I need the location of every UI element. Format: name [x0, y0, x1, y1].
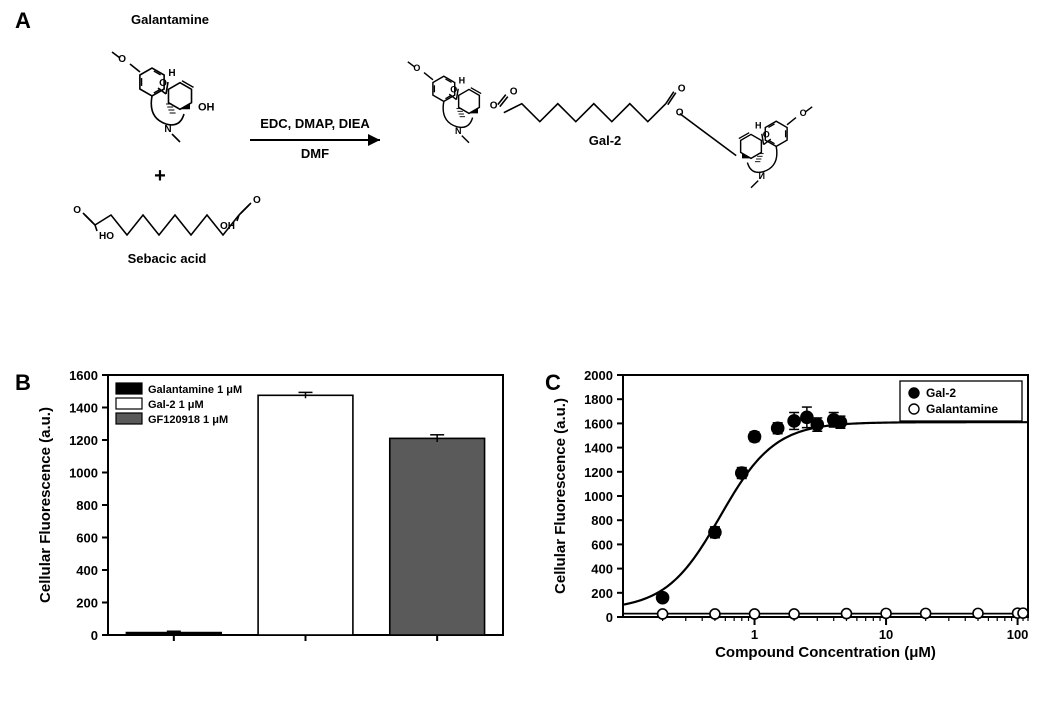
galantamine-point	[658, 609, 668, 619]
svg-text:O: O	[678, 84, 686, 95]
galantamine-point	[1018, 608, 1028, 618]
bar-chart-svg: 0 200 400 600 800 1000 1200 1400 1600 Cellular Fl…	[30, 365, 515, 665]
svg-text:Cellular Fluorescence (a.u.): Cellular Fluorescence (a.u.)	[552, 398, 569, 594]
legend: Gal-2 Galantamine	[900, 381, 1022, 421]
svg-text:EDC, DMAP, DIEA: EDC, DMAP, DIEA	[260, 116, 370, 131]
svg-text:O: O	[676, 108, 684, 119]
svg-text:O: O	[763, 129, 770, 139]
gal2-point	[801, 411, 813, 423]
galantamine-point	[841, 609, 851, 619]
svg-text:0: 0	[91, 628, 98, 643]
svg-text:O: O	[73, 205, 81, 216]
svg-text:1600: 1600	[584, 416, 613, 431]
svg-text:Galantamine 1 μM: Galantamine 1 μM	[148, 384, 242, 396]
galantamine-point	[710, 609, 720, 619]
svg-text:O: O	[413, 63, 420, 73]
galantamine-point	[921, 608, 931, 618]
svg-text:N: N	[455, 126, 462, 136]
svg-text:O: O	[118, 54, 126, 65]
svg-text:800: 800	[591, 513, 613, 528]
gal2-point	[709, 526, 721, 538]
svg-text:Cellular Fluorescence (a.u.): Cellular Fluorescence (a.u.)	[37, 407, 54, 603]
svg-text:1200: 1200	[584, 465, 613, 480]
svg-text:OH: OH	[198, 101, 215, 113]
svg-text:800: 800	[76, 498, 98, 513]
svg-text:1: 1	[751, 627, 758, 642]
svg-text:+: +	[154, 165, 166, 187]
gal2-point	[749, 431, 761, 443]
svg-text:H: H	[755, 120, 762, 130]
svg-text:H: H	[459, 75, 466, 85]
svg-text:OH: OH	[220, 221, 235, 232]
galantamine-point	[973, 608, 983, 618]
gal2-point	[657, 592, 669, 604]
svg-text:O: O	[159, 78, 167, 89]
panel-label-B: B	[15, 370, 31, 396]
dose-response-chart: 0 200 400 600 800 1000 1200 1400 1600 1800 2000 Cel…	[545, 365, 1040, 665]
panel-label-A: A	[15, 8, 31, 34]
svg-text:Gal-2 1 μM: Gal-2 1 μM	[148, 399, 204, 411]
svg-text:600: 600	[591, 537, 613, 552]
gal2-point	[834, 416, 846, 428]
svg-text:1200: 1200	[69, 433, 98, 448]
svg-text:1400: 1400	[584, 441, 613, 456]
svg-text:DMF: DMF	[301, 146, 329, 161]
svg-text:200: 200	[591, 586, 613, 601]
svg-text:Galantamine: Galantamine	[926, 402, 998, 416]
svg-text:O: O	[490, 101, 498, 112]
bar-chart: 0 200 400 600 800 1000 1200 1400 1600 Cellular Fl…	[30, 365, 515, 665]
svg-text:200: 200	[76, 596, 98, 611]
svg-text:600: 600	[76, 531, 98, 546]
svg-text:1000: 1000	[69, 466, 98, 481]
svg-text:0: 0	[606, 610, 613, 625]
svg-text:O: O	[510, 87, 518, 98]
svg-text:O: O	[253, 195, 261, 206]
svg-text:Galantamine: Galantamine	[131, 12, 209, 27]
svg-text:10: 10	[879, 627, 893, 642]
svg-text:400: 400	[76, 563, 98, 578]
svg-text:2000: 2000	[584, 368, 613, 383]
svg-text:H: H	[168, 68, 175, 79]
svg-text:N: N	[759, 171, 766, 181]
bar	[390, 438, 485, 635]
galantamine-point	[881, 608, 891, 618]
svg-text:1000: 1000	[584, 489, 613, 504]
reaction-scheme: OOHNOHGalantamine+OHOOOHSebacic acidEDC,…	[40, 10, 900, 290]
figure-page: A B C OOHNOHGalantamine+OHOOOHSebacic ac…	[0, 0, 1050, 714]
gal2-point	[772, 422, 784, 434]
svg-text:400: 400	[591, 562, 613, 577]
svg-text:HO: HO	[99, 231, 114, 242]
svg-text:Gal-2: Gal-2	[926, 386, 956, 400]
reaction-scheme-svg: OOHNOHGalantamine+OHOOOHSebacic acidEDC,…	[40, 10, 900, 290]
galantamine-point	[750, 609, 760, 619]
svg-text:Sebacic acid: Sebacic acid	[128, 251, 207, 266]
gal2-point	[788, 415, 800, 427]
gal2-point	[811, 419, 823, 431]
svg-text:O: O	[800, 108, 807, 118]
svg-text:Compound Concentration (μM): Compound Concentration (μM)	[715, 644, 936, 661]
dose-response-svg: 0 200 400 600 800 1000 1200 1400 1600 1800 2000 Cel…	[545, 365, 1040, 665]
svg-text:100: 100	[1007, 627, 1029, 642]
bar	[258, 395, 353, 635]
svg-text:O: O	[450, 84, 457, 94]
svg-text:1600: 1600	[69, 368, 98, 383]
gal2-point	[736, 467, 748, 479]
svg-text:Gal-2: Gal-2	[589, 133, 622, 148]
svg-text:N: N	[164, 124, 171, 135]
galantamine-point	[789, 609, 799, 619]
svg-text:GF120918 1 μM: GF120918 1 μM	[148, 414, 228, 426]
svg-text:1800: 1800	[584, 392, 613, 407]
svg-text:1400: 1400	[69, 401, 98, 416]
